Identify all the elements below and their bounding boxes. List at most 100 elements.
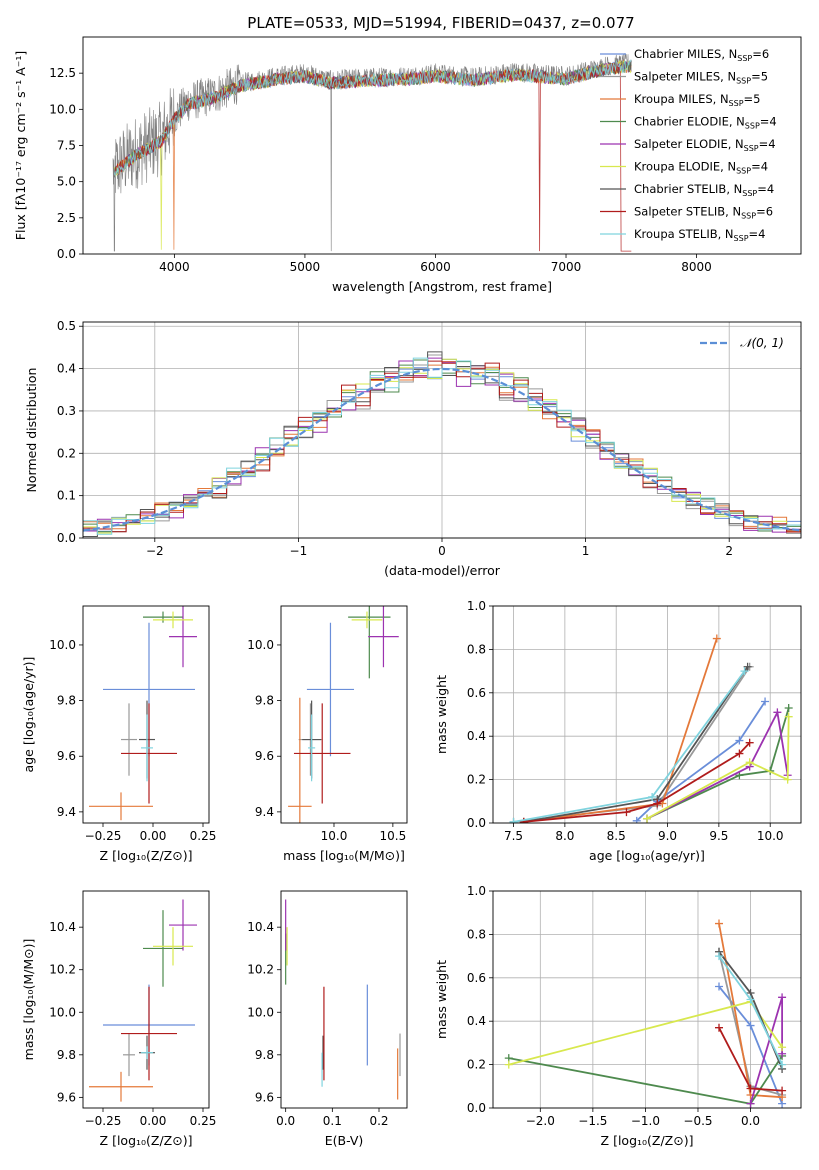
legend-label: 𝒩(0, 1) [740, 336, 784, 350]
mass-weight-marker [648, 792, 657, 801]
model-spectrum-line [113, 59, 632, 250]
mass-weight-marker [504, 1060, 513, 1069]
mass-weight-marker [778, 1086, 787, 1095]
x-tick-label: 0.2 [369, 1114, 388, 1128]
mass-weight-marker [743, 662, 752, 671]
legend-subscript: SSP [736, 77, 751, 86]
mass-weight-marker [778, 993, 787, 1002]
x-tick-label: 0.25 [190, 829, 217, 843]
mass-weight-marker [715, 919, 724, 928]
x-tick-label: −1.0 [631, 1114, 660, 1128]
mass-weight-marker [653, 799, 662, 808]
y-tick-label: 10.0 [49, 638, 76, 652]
y-tick-label: 2.5 [57, 211, 76, 225]
x-tick-label: 6000 [420, 260, 451, 274]
plot-area [504, 919, 787, 1108]
chart-spectrum: 4000 5000 6000 7000 8000 0.0 2.5 5.0 7.5 10.0 12.5… [13, 36, 802, 294]
y-axis-label: Flux [fλ10⁻¹⁷ erg cm⁻² s⁻¹ A⁻¹] [13, 51, 28, 240]
x-tick-label: 0.25 [190, 1114, 217, 1128]
legend-nssp: =4 [757, 182, 774, 196]
legend-label: Kroupa MILES, NSSP=5 [634, 92, 760, 108]
x-tick-label: 10.0 [321, 829, 348, 843]
x-tick-label: 0 [438, 544, 446, 558]
legend-label: Salpeter ELODIE, NSSP=4 [634, 137, 776, 153]
x-tick-label: 10.5 [380, 829, 407, 843]
mass-weight-marker [622, 808, 631, 817]
mass-weight-marker [735, 749, 744, 758]
mass-weight-line [636, 701, 766, 822]
legend-subscript: SSP [745, 122, 760, 131]
y-tick-label: 0.3 [57, 404, 76, 418]
y-axis-label: mass [log₁₀(M/M⊙)] [21, 939, 36, 1061]
y-tick-label: 0.6 [467, 971, 486, 985]
mass-weight-line [646, 716, 790, 820]
mass-weight-marker [778, 1043, 787, 1052]
y-tick-label: 9.6 [255, 749, 274, 763]
y-tick-label: 7.5 [57, 139, 76, 153]
legend-subscript: SSP [741, 212, 756, 221]
y-tick-label: 0.4 [467, 1014, 486, 1028]
mass-weight-marker [746, 1084, 755, 1093]
plot-area [509, 634, 793, 823]
x-tick-label: 0.00 [140, 1114, 167, 1128]
x-axis-label: age [log₁₀(age/yr)] [589, 848, 705, 863]
chart-massweight-vs-age: 7.5 8.0 8.5 9.0 9.5 10.0 0.0 0.2 0.4 0.6 0.8 1.0 age… [434, 599, 802, 863]
x-tick-label: 9.0 [658, 829, 677, 843]
axes-frame [82, 36, 802, 255]
y-tick-label: 10.4 [49, 920, 76, 934]
chart-residuals: −2 −1 0 1 2 0.0 0.1 0.2 0.3 0.4 0.5 (data-model)/er… [24, 319, 802, 578]
legend-nssp: =5 [744, 92, 761, 106]
y-tick-label: 0.5 [57, 319, 76, 333]
x-tick-label: 0.0 [741, 1114, 760, 1128]
x-tick-label: −0.5 [683, 1114, 712, 1128]
x-axis-label: wavelength [Angstrom, rest frame] [332, 279, 552, 294]
legend-subscript: SSP [742, 189, 757, 198]
y-tick-label: 0.4 [467, 729, 486, 743]
chart-age-vs-mass: 10.0 10.5 9.4 9.6 9.8 10.0 mass [log₁₀(M/M⊙)] [247, 605, 408, 863]
mass-weight-marker [740, 667, 749, 676]
x-tick-label: 0.1 [323, 1114, 342, 1128]
x-tick-label: 4000 [159, 260, 190, 274]
mass-weight-marker [778, 1060, 787, 1069]
residual-histogram [83, 360, 801, 533]
legend-label: Chabrier ELODIE, NSSP=4 [634, 115, 777, 131]
mass-weight-marker [746, 995, 755, 1004]
y-tick-label: 9.6 [57, 1090, 76, 1104]
y-tick-label: 10.2 [247, 963, 274, 977]
x-tick-label: −1 [290, 544, 308, 558]
y-tick-label: 9.6 [255, 1090, 274, 1104]
y-tick-label: 0.4 [57, 362, 76, 376]
mass-weight-marker [715, 952, 724, 961]
x-axis-label: Z [log₁₀(Z/Z⊙)] [100, 1133, 193, 1148]
legend-nssp: =4 [760, 115, 777, 129]
legend-subscript: SSP [729, 99, 744, 108]
y-tick-label: 5.0 [57, 175, 76, 189]
x-tick-label: −2.0 [526, 1114, 555, 1128]
mass-weight-line [513, 670, 746, 823]
x-axis-label: Z [log₁₀(Z/Z⊙)] [100, 848, 193, 863]
model-spectrum-line [113, 61, 632, 252]
legend-nssp: =6 [756, 205, 773, 219]
legend-label: Kroupa STELIB, NSSP=4 [634, 227, 765, 243]
y-axis-label: age [log₁₀(age/yr)] [21, 657, 36, 773]
x-tick-label: −0.25 [85, 1114, 122, 1128]
y-tick-label: 10.0 [49, 1005, 76, 1019]
mass-weight-marker [509, 817, 518, 823]
x-axis-label: mass [log₁₀(M/M⊙)] [283, 848, 405, 863]
y-axis-label: mass weight [434, 675, 449, 754]
x-axis-label: E(B-V) [325, 1133, 364, 1148]
x-tick-label: −2 [146, 544, 164, 558]
mass-weight-marker [632, 816, 641, 823]
mass-weight-marker [784, 703, 793, 712]
y-tick-label: 0.0 [57, 531, 76, 545]
chart-massweight-vs-Z: −2.0 −1.5 −1.0 −0.5 0.0 0.0 0.2 0.4 0.6 0.8 1.0 Z [… [434, 884, 802, 1148]
chart-mass-vs-Z: −0.25 0.00 0.25 9.6 9.8 10.0 10.2 10.4 Z [log₁₀(… [21, 890, 217, 1148]
legend-subscript: SSP [744, 144, 759, 153]
chart-age-vs-Z: −0.25 0.00 0.25 9.4 9.6 9.8 10.0 Z [log₁₀(Z/Z⊙)… [21, 605, 217, 863]
y-tick-label: 0.0 [467, 1101, 486, 1115]
y-tick-label: 9.8 [57, 694, 76, 708]
x-tick-label: 8.5 [607, 829, 626, 843]
x-tick-label: 5000 [290, 260, 321, 274]
legend-label: Salpeter MILES, NSSP=5 [634, 70, 768, 86]
legend-nssp: =4 [751, 160, 768, 174]
